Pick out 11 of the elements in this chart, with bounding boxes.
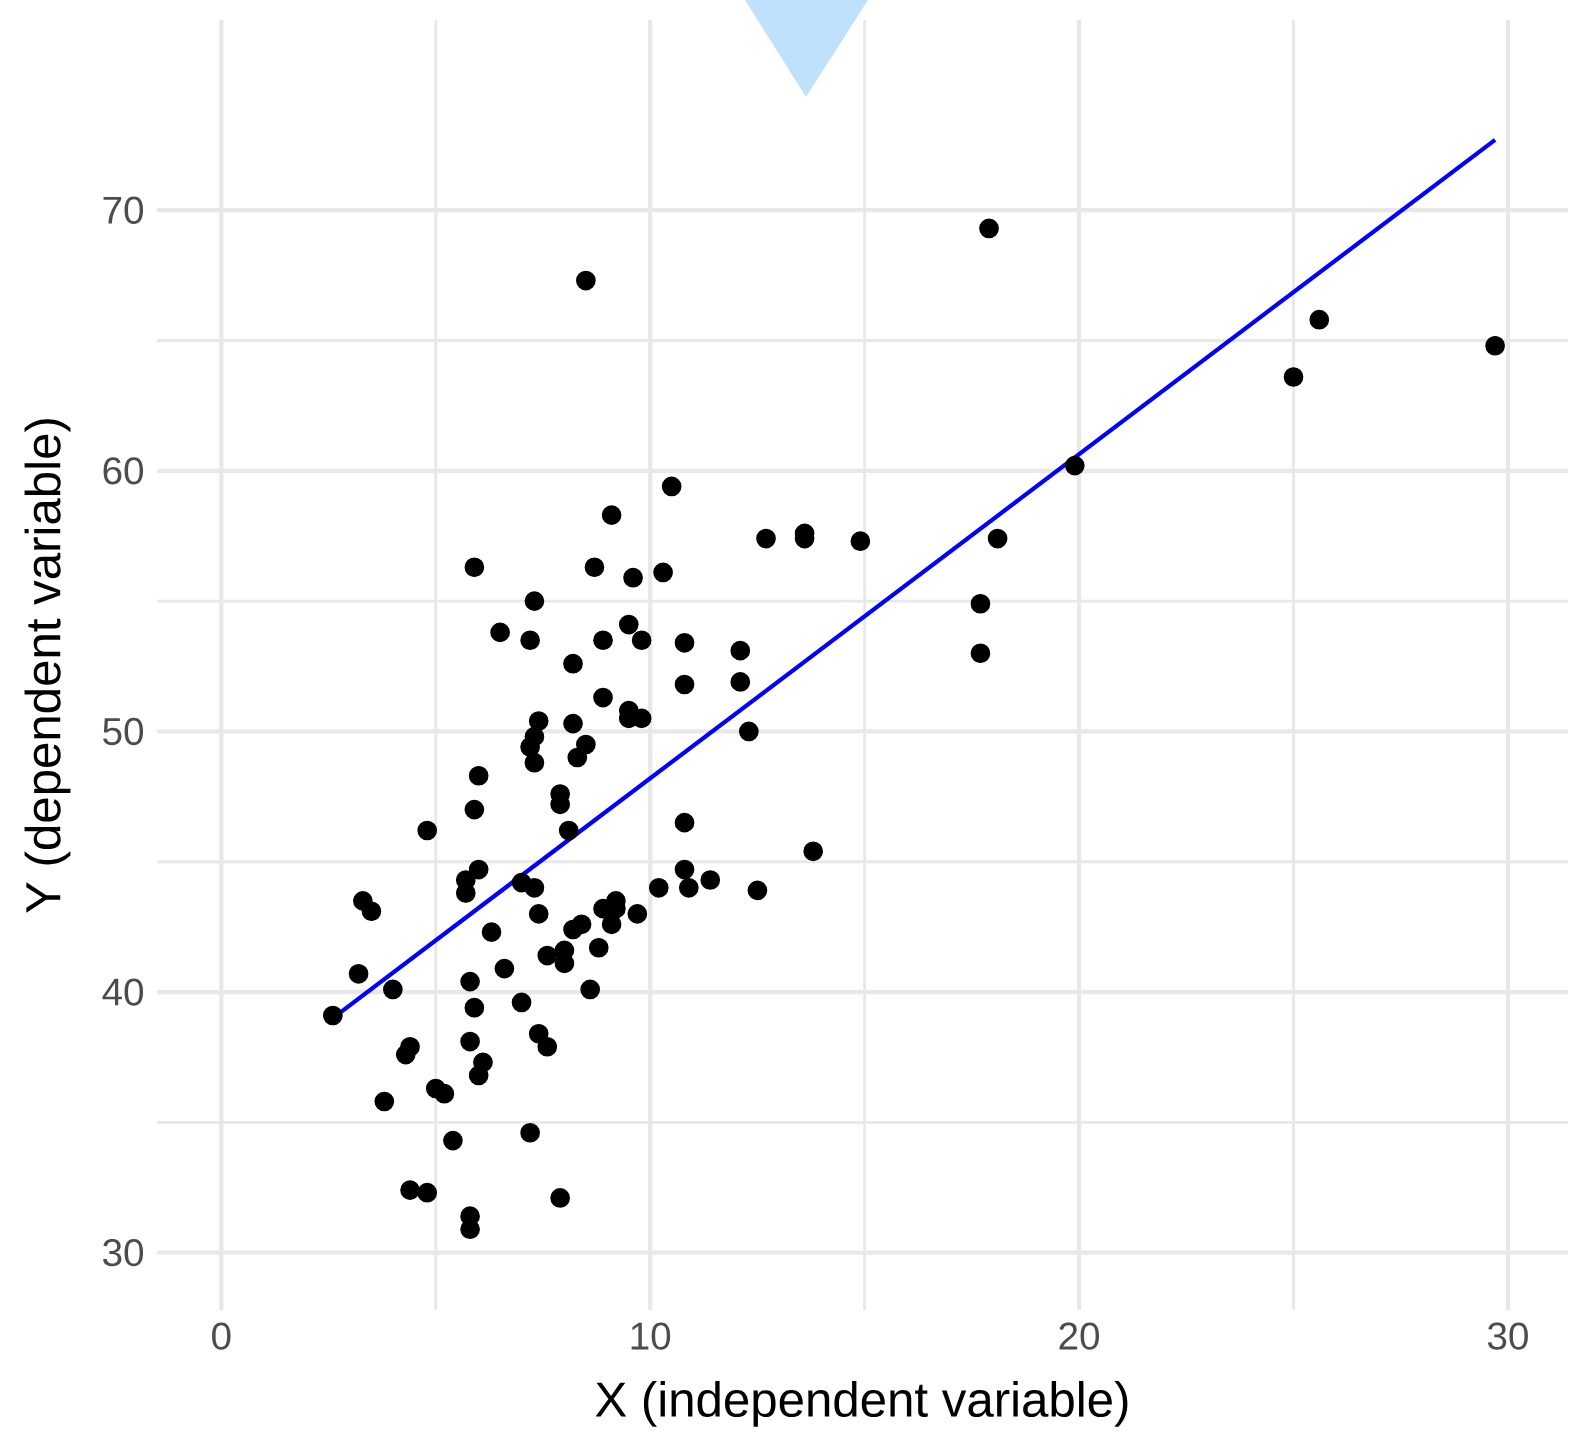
x-tick-label: 10 [631, 1322, 671, 1350]
x-axis-title: X (independent variable) [595, 1380, 1128, 1427]
y-tick-label: 40 [102, 978, 144, 1006]
x-tick-label: 0 [212, 1322, 231, 1350]
x-tick-label: 20 [1059, 1322, 1100, 1350]
y-tick-label: 70 [103, 196, 144, 224]
y-tick-label: 60 [103, 457, 144, 485]
x-tick-label: 30 [1487, 1322, 1528, 1350]
y-tick-label: 50 [103, 717, 144, 746]
y-tick-label: 30 [103, 1239, 144, 1267]
y-axis-title: Y (dependent variable) [24, 419, 71, 913]
